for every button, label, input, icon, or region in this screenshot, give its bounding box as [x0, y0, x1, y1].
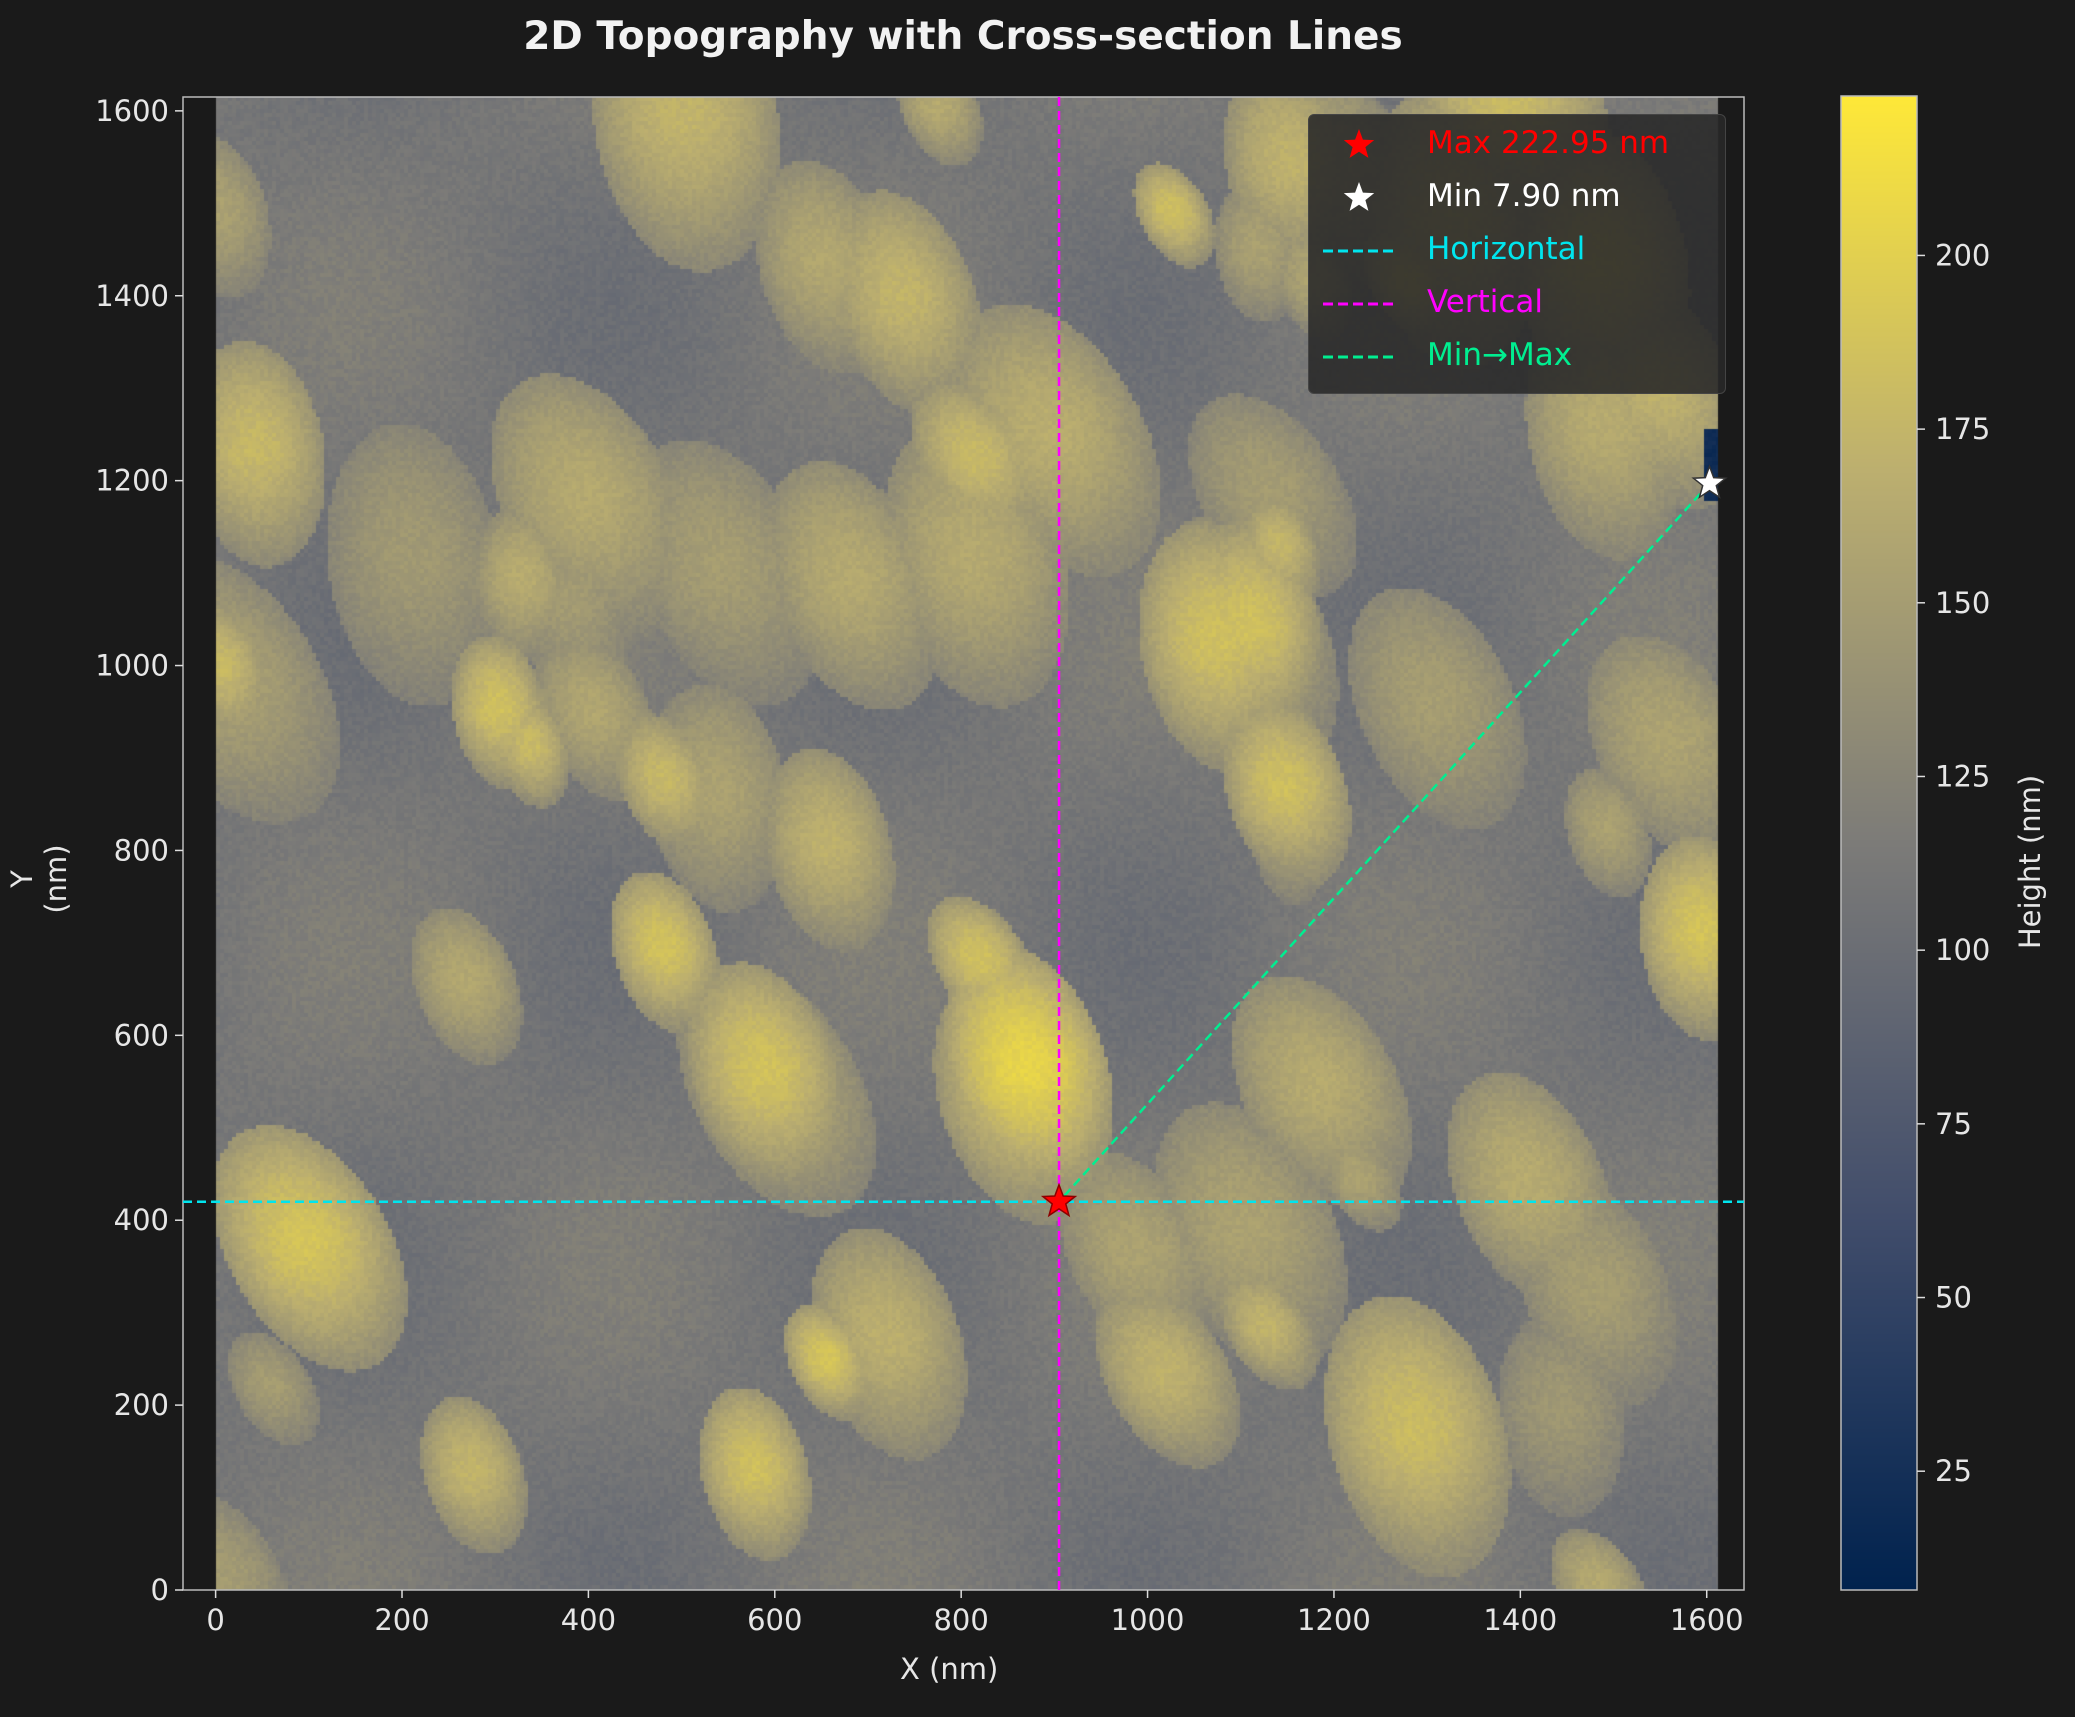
legend-item-horizontal: Horizontal: [1309, 231, 1725, 271]
legend-label-vertical: Vertical: [1427, 284, 1544, 320]
chart-title: 2D Topography with Cross-section Lines: [523, 14, 1403, 59]
legend-label-max: Max 222.95 nm: [1427, 125, 1670, 161]
colorbar-tick-label: 125: [1935, 759, 1990, 793]
x-tick-label: 600: [747, 1603, 802, 1637]
cyan-dash-icon: [1323, 249, 1395, 253]
colorbar-tick-label: 25: [1935, 1454, 1972, 1488]
y-axis-label: Y (nm): [5, 844, 73, 914]
colorbar-tick-label: 175: [1935, 412, 1990, 446]
legend-label-min-max: Min→Max: [1427, 337, 1573, 373]
y-tick-label: 0: [151, 1573, 169, 1607]
legend-item-min: Min 7.90 nm: [1309, 178, 1725, 218]
legend-item-vertical: Vertical: [1309, 284, 1725, 324]
magenta-dash-icon: [1323, 302, 1395, 306]
legend-label-horizontal: Horizontal: [1427, 231, 1586, 267]
y-tick-label: 1400: [95, 279, 169, 313]
x-tick-label: 1000: [1111, 1603, 1185, 1637]
legend-item-min-max: Min→Max: [1309, 337, 1725, 377]
y-tick-label: 1600: [95, 94, 169, 128]
colorbar-tick-label: 100: [1935, 933, 1990, 967]
x-tick-label: 1200: [1297, 1603, 1371, 1637]
axes-frame: [182, 96, 1745, 1591]
legend: Max 222.95 nm Min 7.90 nm Horizontal Ver…: [1308, 114, 1726, 394]
max-point-star: [1040, 1182, 1078, 1218]
colorbar-frame: [1840, 95, 1918, 1591]
x-tick-label: 1400: [1483, 1603, 1557, 1637]
white-star-icon: [1343, 182, 1375, 211]
min-max-line: [1058, 482, 1711, 1203]
red-star-icon: [1343, 129, 1375, 158]
green-dash-icon: [1323, 355, 1395, 359]
legend-label-min: Min 7.90 nm: [1427, 178, 1621, 214]
x-axis-label: X (nm): [900, 1652, 999, 1686]
x-tick-label: 1600: [1670, 1603, 1744, 1637]
colorbar-label: Height (nm): [2013, 774, 2047, 950]
y-tick-label: 800: [114, 833, 169, 867]
x-tick-label: 800: [933, 1603, 988, 1637]
x-tick-label: 0: [206, 1603, 224, 1637]
legend-item-max: Max 222.95 nm: [1309, 125, 1725, 165]
y-tick-label: 400: [114, 1203, 169, 1237]
x-tick-label: 400: [561, 1603, 616, 1637]
y-tick-label: 1200: [95, 464, 169, 498]
colorbar-tick-label: 50: [1935, 1281, 1972, 1315]
y-tick-label: 600: [114, 1018, 169, 1052]
x-tick-label: 200: [374, 1603, 429, 1637]
y-tick-label: 1000: [95, 649, 169, 683]
colorbar-tick-label: 75: [1935, 1107, 1972, 1141]
colorbar-tick-label: 200: [1935, 238, 1990, 272]
colorbar-tick-label: 150: [1935, 586, 1990, 620]
y-tick-label: 200: [114, 1388, 169, 1422]
min-point-star: [1691, 464, 1728, 499]
